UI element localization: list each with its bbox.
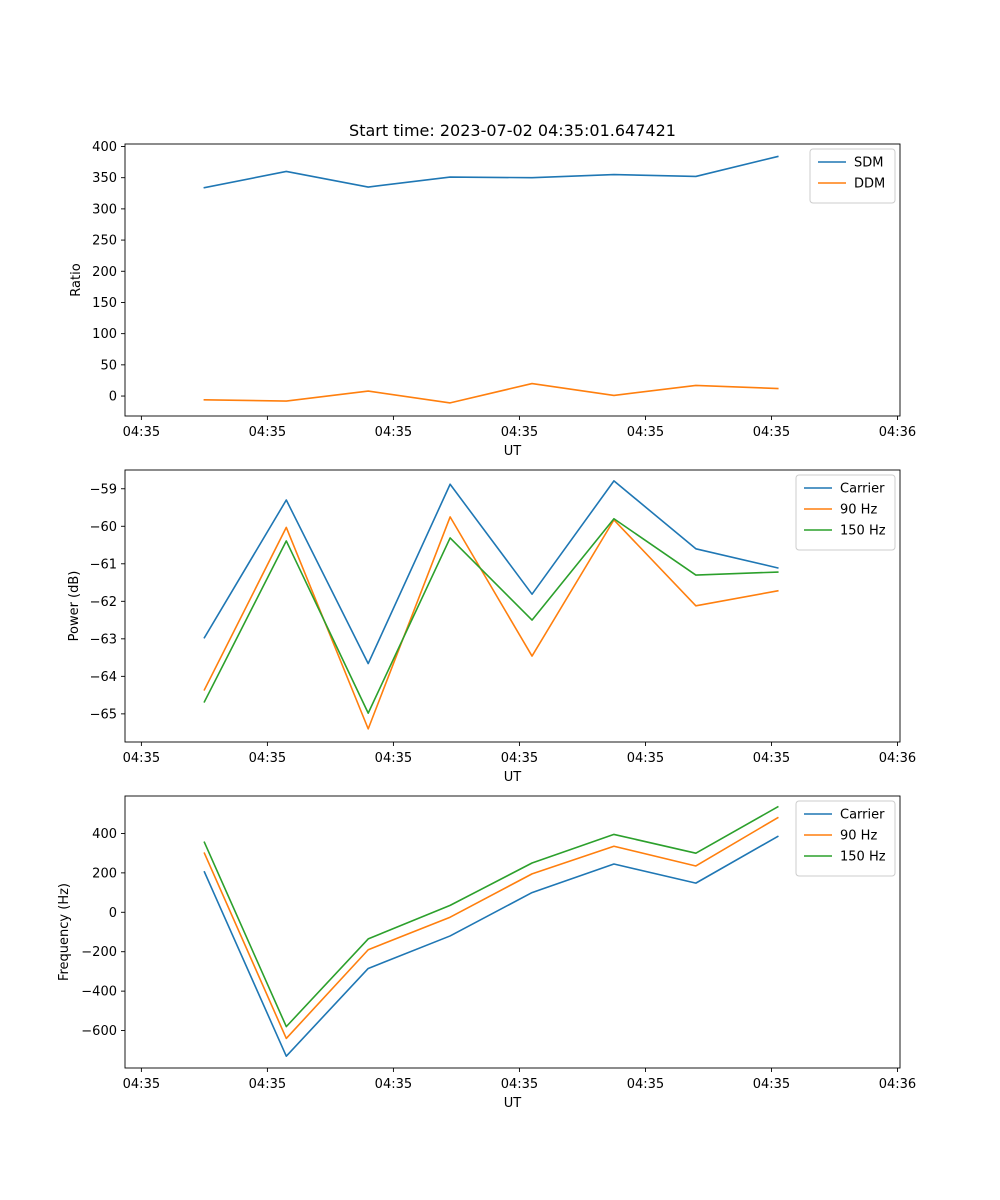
- series-line-150-hz: [203, 805, 779, 1028]
- y-axis-label: Frequency (Hz): [57, 883, 72, 981]
- legend-label: 90 Hz: [840, 503, 877, 518]
- y-tick-label: 400: [92, 140, 117, 155]
- y-tick-label: −62: [90, 595, 117, 610]
- x-tick-label: 04:36: [879, 425, 916, 440]
- x-tick-label: 04:35: [375, 425, 412, 440]
- axes-frame: [124, 469, 901, 743]
- y-tick-label: −63: [90, 632, 117, 647]
- series-line-ddm: [203, 382, 779, 404]
- y-tick-label: −200: [81, 945, 117, 960]
- y-tick-label: −65: [90, 707, 117, 722]
- x-tick-label: 04:35: [627, 425, 664, 440]
- x-axis-label: UT: [504, 444, 522, 459]
- x-tick-label: 04:35: [753, 751, 790, 766]
- x-axis-label: UT: [504, 1096, 522, 1111]
- legend-label: 90 Hz: [840, 829, 877, 844]
- legend: SDM DDM: [809, 148, 896, 204]
- y-axis-label: Ratio: [69, 263, 84, 296]
- legend: Carrier 90 Hz 150 Hz: [795, 800, 896, 877]
- legend-label: Carrier: [840, 808, 885, 823]
- x-tick-label: 04:35: [249, 425, 286, 440]
- x-tick-label: 04:36: [879, 751, 916, 766]
- y-tick-label: 350: [92, 171, 117, 186]
- series-line-150-hz: [203, 517, 779, 714]
- legend-label: DDM: [854, 177, 885, 192]
- chart-title: Start time: 2023-07-02 04:35:01.647421: [349, 121, 676, 140]
- legend-label: SDM: [854, 156, 883, 171]
- subplot-1: Start time: 2023-07-02 04:35:01.64742104…: [69, 121, 916, 459]
- y-tick-label: 0: [109, 390, 117, 405]
- y-tick-label: 100: [92, 327, 117, 342]
- y-tick-label: −61: [90, 557, 117, 572]
- x-tick-label: 04:35: [753, 425, 790, 440]
- x-tick-label: 04:35: [375, 751, 412, 766]
- subplot-3: 04:35 04:35 04:35 04:35 04:35 04:35 04:36 −600 −…: [57, 795, 916, 1111]
- x-tick-label: 04:35: [249, 1077, 286, 1092]
- y-tick-label: 200: [92, 866, 117, 881]
- series-line-carrier: [203, 835, 779, 1057]
- subplot-2: 04:35 04:35 04:35 04:35 04:35 04:35 04:36 −65 −6…: [67, 469, 916, 785]
- x-tick-label: 04:35: [627, 751, 664, 766]
- legend-label: 150 Hz: [840, 850, 886, 865]
- y-axis-label: Power (dB): [67, 571, 82, 642]
- y-tick-label: −400: [81, 985, 117, 1000]
- x-tick-label: 04:35: [501, 425, 538, 440]
- x-tick-label: 04:36: [879, 1077, 916, 1092]
- y-tick-label: −59: [90, 482, 117, 497]
- y-tick-label: 400: [92, 827, 117, 842]
- y-tick-label: −60: [90, 520, 117, 535]
- x-tick-label: 04:35: [501, 751, 538, 766]
- legend-label: Carrier: [840, 482, 885, 497]
- y-tick-label: −64: [90, 670, 117, 685]
- legend-box: [795, 800, 896, 877]
- y-tick-label: 150: [92, 296, 117, 311]
- x-tick-label: 04:35: [627, 1077, 664, 1092]
- series-line-carrier: [203, 480, 779, 665]
- x-tick-label: 04:35: [123, 1077, 160, 1092]
- legend: Carrier 90 Hz 150 Hz: [795, 474, 896, 551]
- axes-frame: [124, 143, 901, 417]
- x-tick-label: 04:35: [375, 1077, 412, 1092]
- series-line-90-hz: [203, 816, 779, 1040]
- series-line-90-hz: [203, 516, 779, 730]
- y-tick-label: −600: [81, 1024, 117, 1039]
- x-axis-label: UT: [504, 770, 522, 785]
- x-tick-label: 04:35: [123, 751, 160, 766]
- axes-frame: [124, 795, 901, 1069]
- y-tick-label: 0: [109, 906, 117, 921]
- x-tick-label: 04:35: [249, 751, 286, 766]
- legend-box: [795, 474, 896, 551]
- y-tick-label: 300: [92, 202, 117, 217]
- y-tick-label: 50: [100, 358, 117, 373]
- x-tick-label: 04:35: [123, 425, 160, 440]
- y-tick-label: 250: [92, 234, 117, 249]
- legend-label: 150 Hz: [840, 524, 886, 539]
- x-tick-label: 04:35: [501, 1077, 538, 1092]
- series-line-sdm: [203, 155, 779, 189]
- y-tick-label: 200: [92, 265, 117, 280]
- x-tick-label: 04:35: [753, 1077, 790, 1092]
